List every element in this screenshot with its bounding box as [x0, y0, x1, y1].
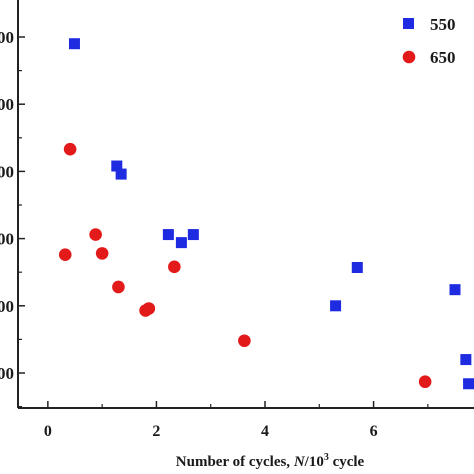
- x-tick-label: 2: [152, 423, 160, 440]
- y-tick-label: 00: [0, 364, 14, 383]
- y-tick-label: 00: [0, 230, 14, 249]
- data-point-550: [187, 229, 199, 241]
- data-point-550: [68, 38, 80, 50]
- y-axis: 00 00 00 00 00 00: [0, 28, 25, 408]
- data-point-650: [418, 375, 432, 389]
- data-point-550: [460, 354, 472, 366]
- data-point-650: [63, 142, 77, 156]
- y-tick-label: 00: [0, 95, 14, 114]
- data-point-550: [449, 284, 461, 296]
- data-point-650: [58, 248, 72, 262]
- data-point-650: [95, 247, 109, 260]
- x-tick-label: 6: [370, 423, 378, 440]
- legend: 550 650: [402, 15, 456, 67]
- data-point-550: [111, 160, 123, 172]
- y-tick-label: 00: [0, 162, 14, 181]
- data-point-650: [112, 280, 125, 294]
- x-axis: 0 2 4 6: [44, 401, 429, 440]
- legend-marker-650: [402, 50, 416, 64]
- x-axis-label: Number of cycles, N/103 cycle: [176, 452, 365, 470]
- data-point-550: [175, 237, 187, 249]
- legend-marker-550: [403, 18, 414, 29]
- data-point-650: [168, 260, 181, 274]
- data-point-550: [463, 378, 474, 390]
- data-point-650: [142, 302, 156, 315]
- legend-label: 650: [430, 48, 456, 67]
- data-point-550: [162, 229, 174, 241]
- x-tick-label: 0: [44, 423, 52, 440]
- y-tick-label: 00: [0, 297, 14, 316]
- legend-label: 550: [430, 15, 456, 34]
- data-points: [58, 38, 474, 390]
- data-point-650: [238, 334, 251, 348]
- data-point-550: [351, 261, 363, 273]
- data-point-550: [330, 300, 342, 312]
- data-point-550: [115, 168, 127, 180]
- y-tick-label: 00: [0, 28, 14, 47]
- data-point-650: [89, 228, 102, 241]
- x-tick-label: 4: [261, 423, 269, 440]
